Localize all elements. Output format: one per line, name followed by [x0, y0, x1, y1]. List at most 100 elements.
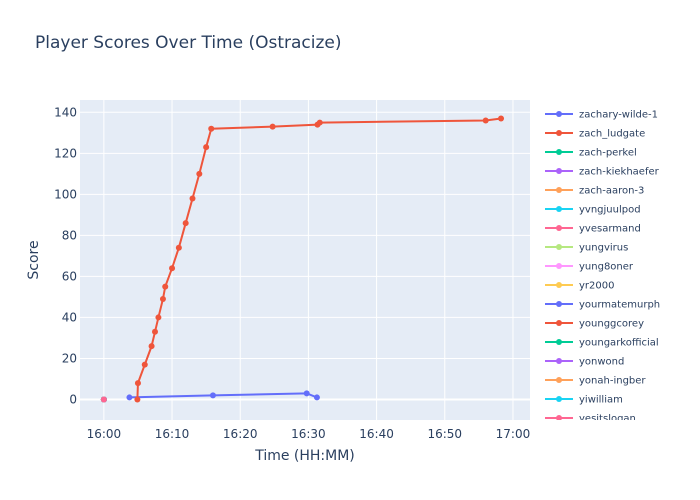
data-point — [182, 220, 189, 227]
legend-marker — [556, 168, 562, 174]
legend-item: zach_ludgate — [545, 129, 645, 140]
data-point — [189, 195, 196, 202]
legend-item: yiwilliam — [545, 395, 623, 406]
data-point — [303, 390, 310, 397]
y-tick-label: 100 — [54, 187, 77, 201]
data-point — [100, 396, 107, 403]
legend-marker — [556, 358, 562, 364]
plot-background — [80, 100, 530, 420]
data-point — [134, 396, 141, 403]
y-tick-label: 40 — [62, 310, 77, 324]
legend-label: zachary-wilde-1 — [579, 110, 658, 121]
chart-title: Player Scores Over Time (Ostracize) — [35, 33, 342, 53]
data-point — [169, 265, 176, 272]
legend-label: yourmatemurph — [579, 300, 660, 311]
legend-label: yonah-ingber — [579, 376, 646, 387]
x-axis-title: Time (HH:MM) — [254, 448, 355, 464]
x-tick-label: 16:30 — [291, 427, 326, 441]
y-tick-label: 140 — [54, 105, 77, 119]
legend-marker — [556, 339, 562, 345]
data-point — [203, 144, 210, 151]
legend-item: zach-kiekhaefer — [545, 167, 660, 178]
y-tick-label: 120 — [54, 146, 77, 160]
legend-label: zach-perkel — [579, 148, 637, 159]
legend-marker — [556, 377, 562, 383]
data-point — [316, 119, 323, 126]
data-point — [126, 394, 133, 401]
data-point — [152, 328, 158, 335]
legend-item: yung8oner — [545, 262, 634, 273]
data-point — [196, 170, 203, 177]
legend-item: yonah-ingber — [545, 376, 646, 387]
legend: zachary-wilde-1 zach_ludgate zach-perkel za… — [545, 110, 660, 425]
x-tick-label: 16:20 — [223, 427, 258, 441]
series-zach_ludgate — [134, 115, 505, 403]
y-tick-label: 20 — [62, 351, 77, 365]
legend-marker — [556, 187, 562, 193]
legend-item: yungvirus — [545, 243, 628, 254]
data-point — [498, 115, 505, 122]
y-tick-label: 0 — [69, 392, 77, 406]
data-point — [208, 125, 215, 132]
data-point — [209, 392, 216, 399]
legend-marker — [556, 263, 562, 269]
x-tick-label: 17:00 — [496, 427, 531, 441]
legend-marker — [556, 320, 562, 326]
legend-marker — [556, 111, 562, 117]
legend-item: younggcorey — [545, 319, 644, 330]
legend-marker — [556, 282, 562, 288]
data-point — [313, 394, 320, 401]
legend-label: yiwilliam — [579, 395, 623, 406]
x-tick-label: 16:00 — [87, 427, 122, 441]
legend-label: zach_ludgate — [579, 129, 645, 140]
data-point — [175, 244, 182, 251]
data-point — [148, 343, 155, 350]
legend-marker — [556, 206, 562, 212]
legend-label: youngarkofficial — [579, 338, 659, 349]
x-tick-label: 16:40 — [359, 427, 394, 441]
legend-item: yesitslogan — [545, 414, 636, 425]
data-point — [141, 361, 148, 368]
legend-marker — [556, 225, 562, 231]
data-point — [159, 295, 166, 302]
data-point — [162, 283, 169, 290]
legend-item: yvesarmand — [545, 224, 641, 235]
y-tick-label: 60 — [62, 269, 77, 283]
legend-item: youngarkofficial — [545, 338, 659, 349]
legend-label: yr2000 — [579, 281, 614, 292]
legend-item: yvngjuulpod — [545, 205, 641, 216]
legend-item: zachary-wilde-1 — [545, 110, 658, 121]
series-zachary-wilde-1 — [126, 390, 320, 401]
legend-label: zach-kiekhaefer — [579, 167, 660, 178]
legend-item: zach-perkel — [545, 148, 637, 159]
data-point — [155, 314, 162, 321]
series-yesitslogan — [100, 396, 107, 403]
legend-label: yvngjuulpod — [579, 205, 641, 216]
legend-label: yungvirus — [579, 243, 628, 254]
series-line — [129, 392, 318, 399]
legend-label: younggcorey — [579, 319, 644, 330]
legend-marker — [556, 130, 562, 136]
legend-item: yourmatemurph — [545, 300, 660, 311]
legend-label: yvesarmand — [579, 224, 641, 235]
data-point — [269, 123, 276, 130]
data-point — [482, 117, 489, 124]
x-tick-label: 16:50 — [427, 427, 462, 441]
legend-marker — [556, 301, 562, 307]
legend-item: yonwond — [545, 357, 624, 368]
legend-label: yesitslogan — [579, 414, 636, 425]
y-axis-title: Score — [26, 240, 42, 279]
legend-marker — [556, 149, 562, 155]
y-tick-label: 80 — [62, 228, 77, 242]
legend-item: yr2000 — [545, 281, 614, 292]
data-point — [134, 380, 141, 387]
legend-item: zach-aaron-3 — [545, 186, 644, 197]
x-tick-label: 16:10 — [155, 427, 190, 441]
legend-marker — [556, 415, 562, 420]
legend-label: zach-aaron-3 — [579, 186, 644, 197]
legend-label: yung8oner — [579, 262, 634, 273]
legend-label: yonwond — [579, 357, 624, 368]
legend-marker — [556, 244, 562, 250]
legend-marker — [556, 396, 562, 402]
